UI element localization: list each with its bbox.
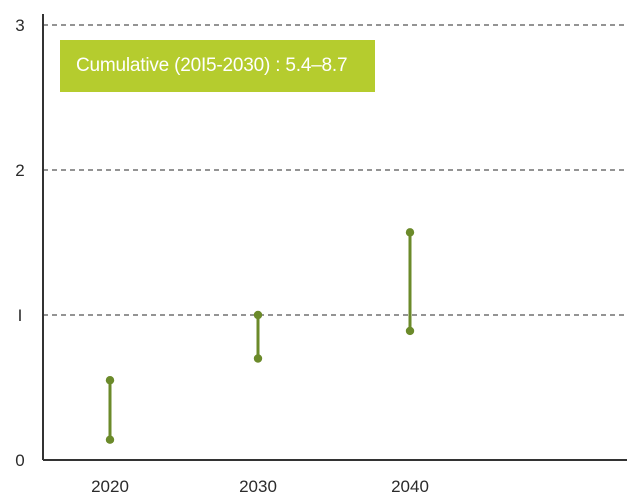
range-high-point bbox=[405, 228, 415, 237]
y-tick-label: I bbox=[18, 306, 23, 325]
x-tick-labels: 2020 2030 2040 bbox=[91, 477, 429, 496]
range-high-point bbox=[105, 376, 115, 385]
annotation-text: Cumulative (20I5-2030) : 5.4–8.7 bbox=[76, 55, 348, 76]
y-tick-label: 2 bbox=[15, 161, 24, 180]
x-tick-label: 2040 bbox=[391, 477, 429, 496]
x-tick-label: 2030 bbox=[239, 477, 277, 496]
y-tick-label: 0 bbox=[15, 451, 24, 470]
y-tick-labels: 0 I 2 3 bbox=[15, 16, 24, 470]
cumulative-annotation: Cumulative (20I5-2030) : 5.4–8.7 bbox=[60, 40, 375, 92]
range-low-point bbox=[253, 354, 263, 363]
grid-lines bbox=[43, 24, 627, 316]
range-high-point bbox=[253, 310, 263, 320]
range-low-point bbox=[405, 326, 415, 336]
range-series bbox=[105, 228, 415, 444]
x-tick-label: 2020 bbox=[91, 477, 129, 496]
y-tick-label: 3 bbox=[15, 16, 24, 35]
range-low-point bbox=[105, 435, 115, 444]
